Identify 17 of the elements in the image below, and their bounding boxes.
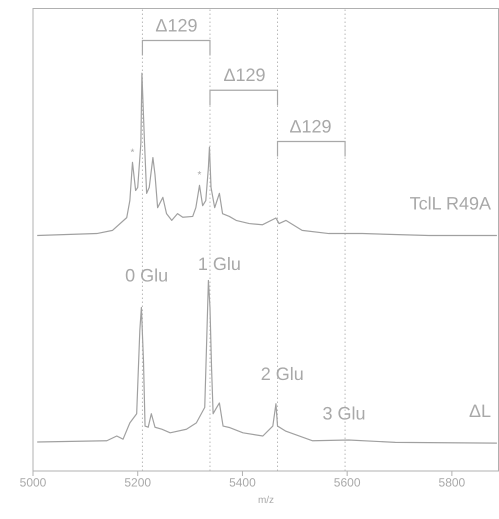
x-tick-label: 5200 bbox=[124, 476, 152, 490]
text: Δ129 bbox=[155, 16, 198, 36]
annotation: * bbox=[198, 170, 202, 181]
annotation: Δ129 bbox=[224, 65, 266, 86]
x-tick-label: 5800 bbox=[438, 476, 466, 490]
x-axis-title: m/z bbox=[258, 495, 274, 506]
x-tick-label: 5400 bbox=[229, 476, 256, 490]
series-label: ΔL bbox=[468, 401, 491, 422]
annotation: 1 Glu bbox=[198, 254, 241, 274]
x-tick-label: 5000 bbox=[20, 476, 47, 490]
annotation: Δ129 bbox=[289, 116, 332, 137]
annotation: * bbox=[130, 147, 135, 158]
series-label: TclL R49A bbox=[410, 194, 491, 214]
annotation: 2 Glu bbox=[260, 364, 304, 384]
annotation: 0 Glu bbox=[125, 266, 168, 286]
x-tick-label: 5600 bbox=[334, 476, 361, 490]
annotation: 3 Glu bbox=[322, 404, 366, 424]
